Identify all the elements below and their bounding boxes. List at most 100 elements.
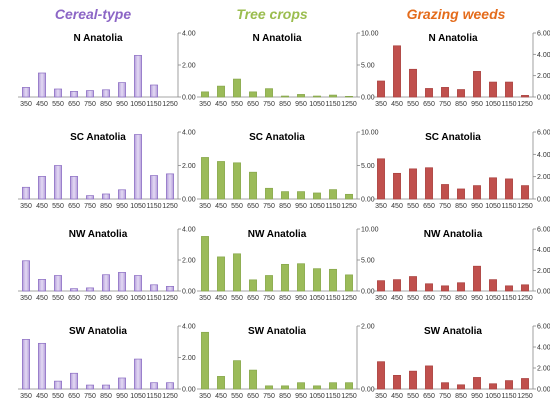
chart-2-2: 0.00 5.00 10.00 350 450 550 650 750 850 950 1050 11…	[197, 130, 379, 210]
chart-3-3-y-tick-label: 0.00	[537, 289, 550, 296]
chart-3-3-x-tick-label: 1250	[517, 295, 533, 302]
chart-4-3-y-tick-label: 4.00	[537, 345, 550, 352]
chart-4-3-x-tick-label: 950	[471, 393, 483, 400]
chart-4-3-x-tick-label: 850	[455, 393, 467, 400]
chart-2-3-x-tick-label: 1150	[501, 203, 516, 210]
chart-4-3-bar-650	[425, 365, 433, 390]
chart-4-2-y-tick-label: 0.00	[361, 387, 375, 394]
chart-3-2-bar-450	[217, 256, 225, 292]
chart-4-3-y-tick-label: 0.00	[537, 387, 550, 394]
chart-4-1-bar-550	[54, 380, 62, 390]
chart-4-2-bar-550	[233, 360, 241, 390]
chart-3-1-x-tick-label: 350	[20, 295, 32, 302]
chart-4-3-x-tick-label: 1250	[517, 393, 533, 400]
chart-3-3-bar-750	[441, 285, 449, 292]
chart-4-3-x-tick-label: 650	[423, 393, 435, 400]
chart-3-3: 0.00 2.00 4.00 6.00 350 450 550 650 750 850 950 105…	[373, 227, 550, 302]
chart-2-1-y-tick-label: 0.00	[182, 197, 196, 204]
chart-4-2-x-tick-label: 950	[295, 393, 307, 400]
chart-1-1-bar-750	[86, 90, 94, 98]
chart-3-3-y-tick-label: 4.00	[537, 247, 550, 254]
chart-2-2-bar-1250	[345, 193, 353, 200]
chart-3-2-x-tick-label: 1250	[341, 295, 357, 302]
chart-2-2-x-tick-label: 450	[215, 203, 227, 210]
chart-1-1-bar-450	[38, 72, 46, 98]
chart-4-3-x-tick-label: 1150	[501, 393, 516, 400]
chart-2-3-x-tick-label: 850	[455, 203, 467, 210]
chart-3-3-bar-1250	[521, 284, 529, 292]
chart-4-1-title: SW Anatolia	[69, 326, 127, 337]
chart-4-1-bar-650	[70, 372, 78, 390]
chart-4-3-title: SW Anatolia	[424, 326, 482, 337]
chart-1-1-y-tick-label: 4.00	[182, 31, 196, 38]
chart-3-1-bar-950	[118, 272, 126, 292]
chart-1-3-x-tick-label: 850	[455, 101, 467, 108]
chart-4-2-x-tick-label: 650	[247, 393, 259, 400]
chart-1-1-bar-550	[54, 88, 62, 98]
chart-1-3-bar-550	[409, 68, 417, 98]
chart-1-3-x-tick-label: 650	[423, 101, 435, 108]
chart-2-1-bar-550	[54, 165, 62, 200]
chart-2-3-bar-450	[393, 172, 401, 200]
chart-2-2-x-tick-label: 850	[279, 203, 291, 210]
chart-3-3-x-tick-label: 350	[375, 295, 387, 302]
chart-3-2-y-tick-label: 0.00	[361, 289, 375, 296]
chart-3-1-x-tick-label: 950	[116, 295, 128, 302]
chart-1-2-bar-950	[297, 94, 305, 98]
chart-1-2: 0.00 5.00 10.00 350 450 550 650 750 850 950 1050 11…	[197, 31, 379, 108]
chart-2-2-x-tick-label: 1150	[325, 203, 340, 210]
chart-2-2-bar-750	[265, 187, 273, 200]
chart-1-2-x-tick-label: 550	[231, 101, 243, 108]
chart-1-2-x-tick-label: 1250	[341, 101, 357, 108]
chart-3-2: 0.00 5.00 10.00 350 450 550 650 750 850 950 1050 11…	[197, 227, 379, 302]
chart-2-3-x-tick-label: 1050	[485, 203, 501, 210]
chart-2-1-bar-650	[70, 176, 78, 200]
chart-2-2-x-tick-label: 350	[199, 203, 211, 210]
chart-1-3-x-tick-label: 1250	[517, 101, 533, 108]
chart-4-1-x-tick-label: 750	[84, 393, 96, 400]
chart-2-1-bar-1150	[150, 175, 158, 200]
chart-2-2-bar-1150	[329, 189, 337, 200]
chart-3-2-y-tick-label: 10.00	[361, 227, 379, 234]
chart-2-2-x-tick-label: 650	[247, 203, 259, 210]
chart-3-2-bar-1150	[329, 268, 337, 292]
chart-4-3-y-tick-label: 2.00	[537, 366, 550, 373]
chart-3-2-title: NW Anatolia	[248, 229, 307, 240]
chart-3-3-bar-450	[393, 279, 401, 292]
chart-1-1-x-tick-label: 450	[36, 101, 48, 108]
chart-1-3-bar-350	[377, 80, 385, 98]
chart-3-3-bar-350	[377, 280, 385, 292]
chart-1-1-x-tick-label: 950	[116, 101, 128, 108]
chart-1-2-bar-850	[281, 95, 289, 98]
chart-1-1-x-tick-label: 550	[52, 101, 64, 108]
chart-4-3-x-tick-label: 450	[391, 393, 403, 400]
chart-3-1-title: NW Anatolia	[69, 229, 128, 240]
chart-3-1-bar-350	[22, 260, 30, 292]
chart-2-3-bar-1150	[505, 178, 513, 200]
chart-4-1-bar-350	[22, 339, 30, 390]
chart-2-1-y-tick-label: 4.00	[182, 130, 196, 137]
chart-3-1-bar-1250	[166, 286, 174, 292]
chart-4-1-x-tick-label: 1050	[130, 393, 146, 400]
chart-2-2-x-tick-label: 1050	[309, 203, 325, 210]
chart-4-3-x-tick-label: 350	[375, 393, 387, 400]
chart-1-2-y-tick-label: 5.00	[361, 63, 375, 70]
chart-2-1-x-tick-label: 1150	[146, 203, 161, 210]
chart-2-2-x-tick-label: 1250	[341, 203, 357, 210]
chart-2-1-x-tick-label: 850	[100, 203, 112, 210]
chart-2-1-x-tick-label: 550	[52, 203, 64, 210]
chart-1-1-x-tick-label: 850	[100, 101, 112, 108]
chart-2-2-x-tick-label: 550	[231, 203, 243, 210]
chart-2-2-x-tick-label: 750	[263, 203, 275, 210]
chart-4-1-x-tick-label: 1150	[146, 393, 161, 400]
chart-3-2-bar-950	[297, 263, 305, 292]
chart-2-3-y-tick-label: 2.00	[537, 174, 550, 181]
chart-2-1-x-tick-label: 950	[116, 203, 128, 210]
chart-2-2-y-tick-label: 10.00	[361, 130, 379, 137]
chart-1-3-y-tick-label: 6.00	[537, 31, 550, 38]
chart-1-2-bar-1150	[329, 94, 337, 98]
chart-4-3-x-tick-label: 750	[439, 393, 451, 400]
chart-3-3-x-tick-label: 750	[439, 295, 451, 302]
chart-1-2-title: N Anatolia	[252, 33, 302, 44]
chart-3-1-x-tick-label: 550	[52, 295, 64, 302]
